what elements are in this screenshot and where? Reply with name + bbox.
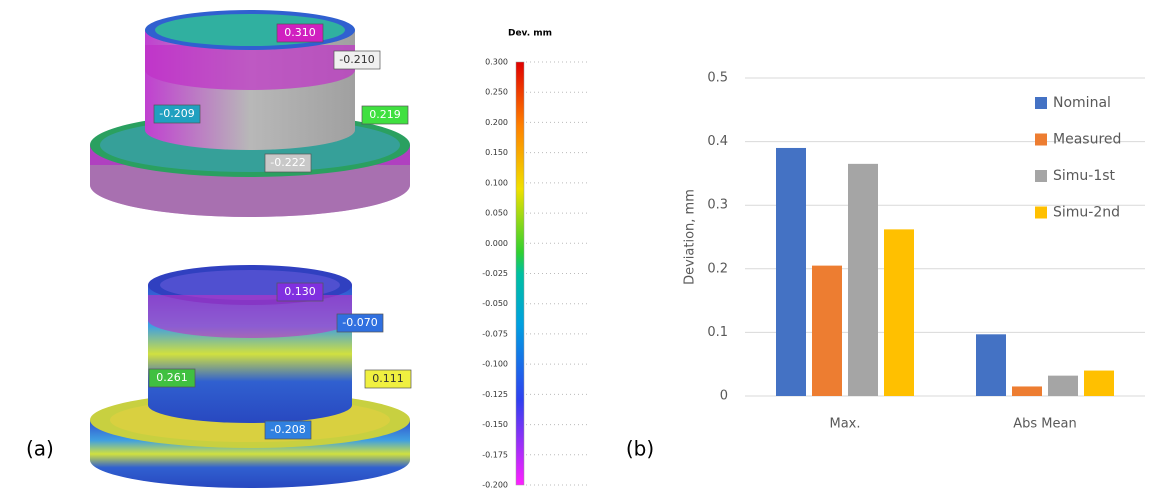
colorbar-tick-label: -0.025: [482, 269, 508, 278]
bar: [1012, 386, 1042, 396]
colorbar-tick-label: 0.050: [485, 209, 508, 218]
y-tick-label: 0.3: [707, 198, 728, 213]
bar: [848, 164, 878, 396]
figure: (a) (b) Dev. mm 0.3000.2500.2000.1500.10…: [0, 0, 1149, 499]
annotation-label: -0.222: [270, 156, 305, 169]
annotation-label: 0.261: [156, 371, 188, 384]
annotation-label: 0.130: [284, 285, 316, 298]
y-axis-label: Deviation, mm: [683, 189, 698, 285]
bottom-model: [90, 265, 410, 488]
colorbar-tick-label: 0.300: [485, 58, 508, 67]
x-tick-label: Max.: [829, 417, 860, 432]
bar: [812, 266, 842, 396]
y-tick-label: 0.1: [707, 325, 728, 340]
bar: [1084, 371, 1114, 396]
colorbar-tick-label: -0.175: [482, 450, 508, 459]
colorbar-tick-label: -0.125: [482, 390, 508, 399]
legend-label: Simu-2nd: [1053, 205, 1120, 221]
annotation-label: 0.219: [369, 108, 401, 121]
y-tick-label: 0.4: [707, 134, 728, 149]
colorbar-tick-label: -0.200: [482, 481, 508, 490]
annotation-label: -0.070: [342, 316, 377, 329]
y-tick-label: 0: [720, 389, 728, 404]
x-tick-label: Abs Mean: [1013, 417, 1076, 432]
colorbar-tick-label: 0.150: [485, 148, 508, 157]
colorbar-tick-label: -0.050: [482, 299, 508, 308]
bar: [884, 229, 914, 396]
colorbar-tick-label: -0.100: [482, 360, 508, 369]
panel-label: (a): [26, 437, 54, 461]
legend-swatch: [1035, 170, 1047, 182]
colorbar-tick-label: -0.150: [482, 420, 508, 429]
legend-label: Simu-1st: [1053, 168, 1116, 184]
legend-swatch: [1035, 97, 1047, 109]
colorbar-tick-label: -0.075: [482, 329, 508, 338]
legend-label: Nominal: [1053, 95, 1111, 111]
colorbar-tick-label: 0.000: [485, 239, 508, 248]
colorbar-tick-label: 0.100: [485, 178, 508, 187]
y-tick-label: 0.5: [707, 71, 728, 86]
colorbar-ticks: 0.300 0.250 0.200 0.150 0.100 0.050 0.000 -0.02…: [482, 58, 590, 490]
bar: [1048, 376, 1078, 396]
annotation-label: 0.111: [372, 372, 404, 385]
annotation-label: -0.210: [339, 53, 374, 66]
colorbar-tick-label: 0.250: [485, 88, 508, 97]
bar: [776, 148, 806, 396]
annotation-label: 0.310: [284, 26, 316, 39]
legend-swatch: [1035, 207, 1047, 219]
panel-label: (b): [626, 437, 654, 461]
annotation-label: -0.209: [159, 107, 194, 120]
legend-swatch: [1035, 134, 1047, 146]
annotation-label: -0.208: [270, 423, 305, 436]
legend-label: Measured: [1053, 132, 1121, 148]
colorbar-title: Dev. mm: [508, 29, 552, 39]
colorbar-tick-label: 0.200: [485, 118, 508, 127]
bar: [976, 334, 1006, 396]
colorbar: [516, 62, 524, 485]
y-tick-label: 0.2: [707, 261, 728, 276]
